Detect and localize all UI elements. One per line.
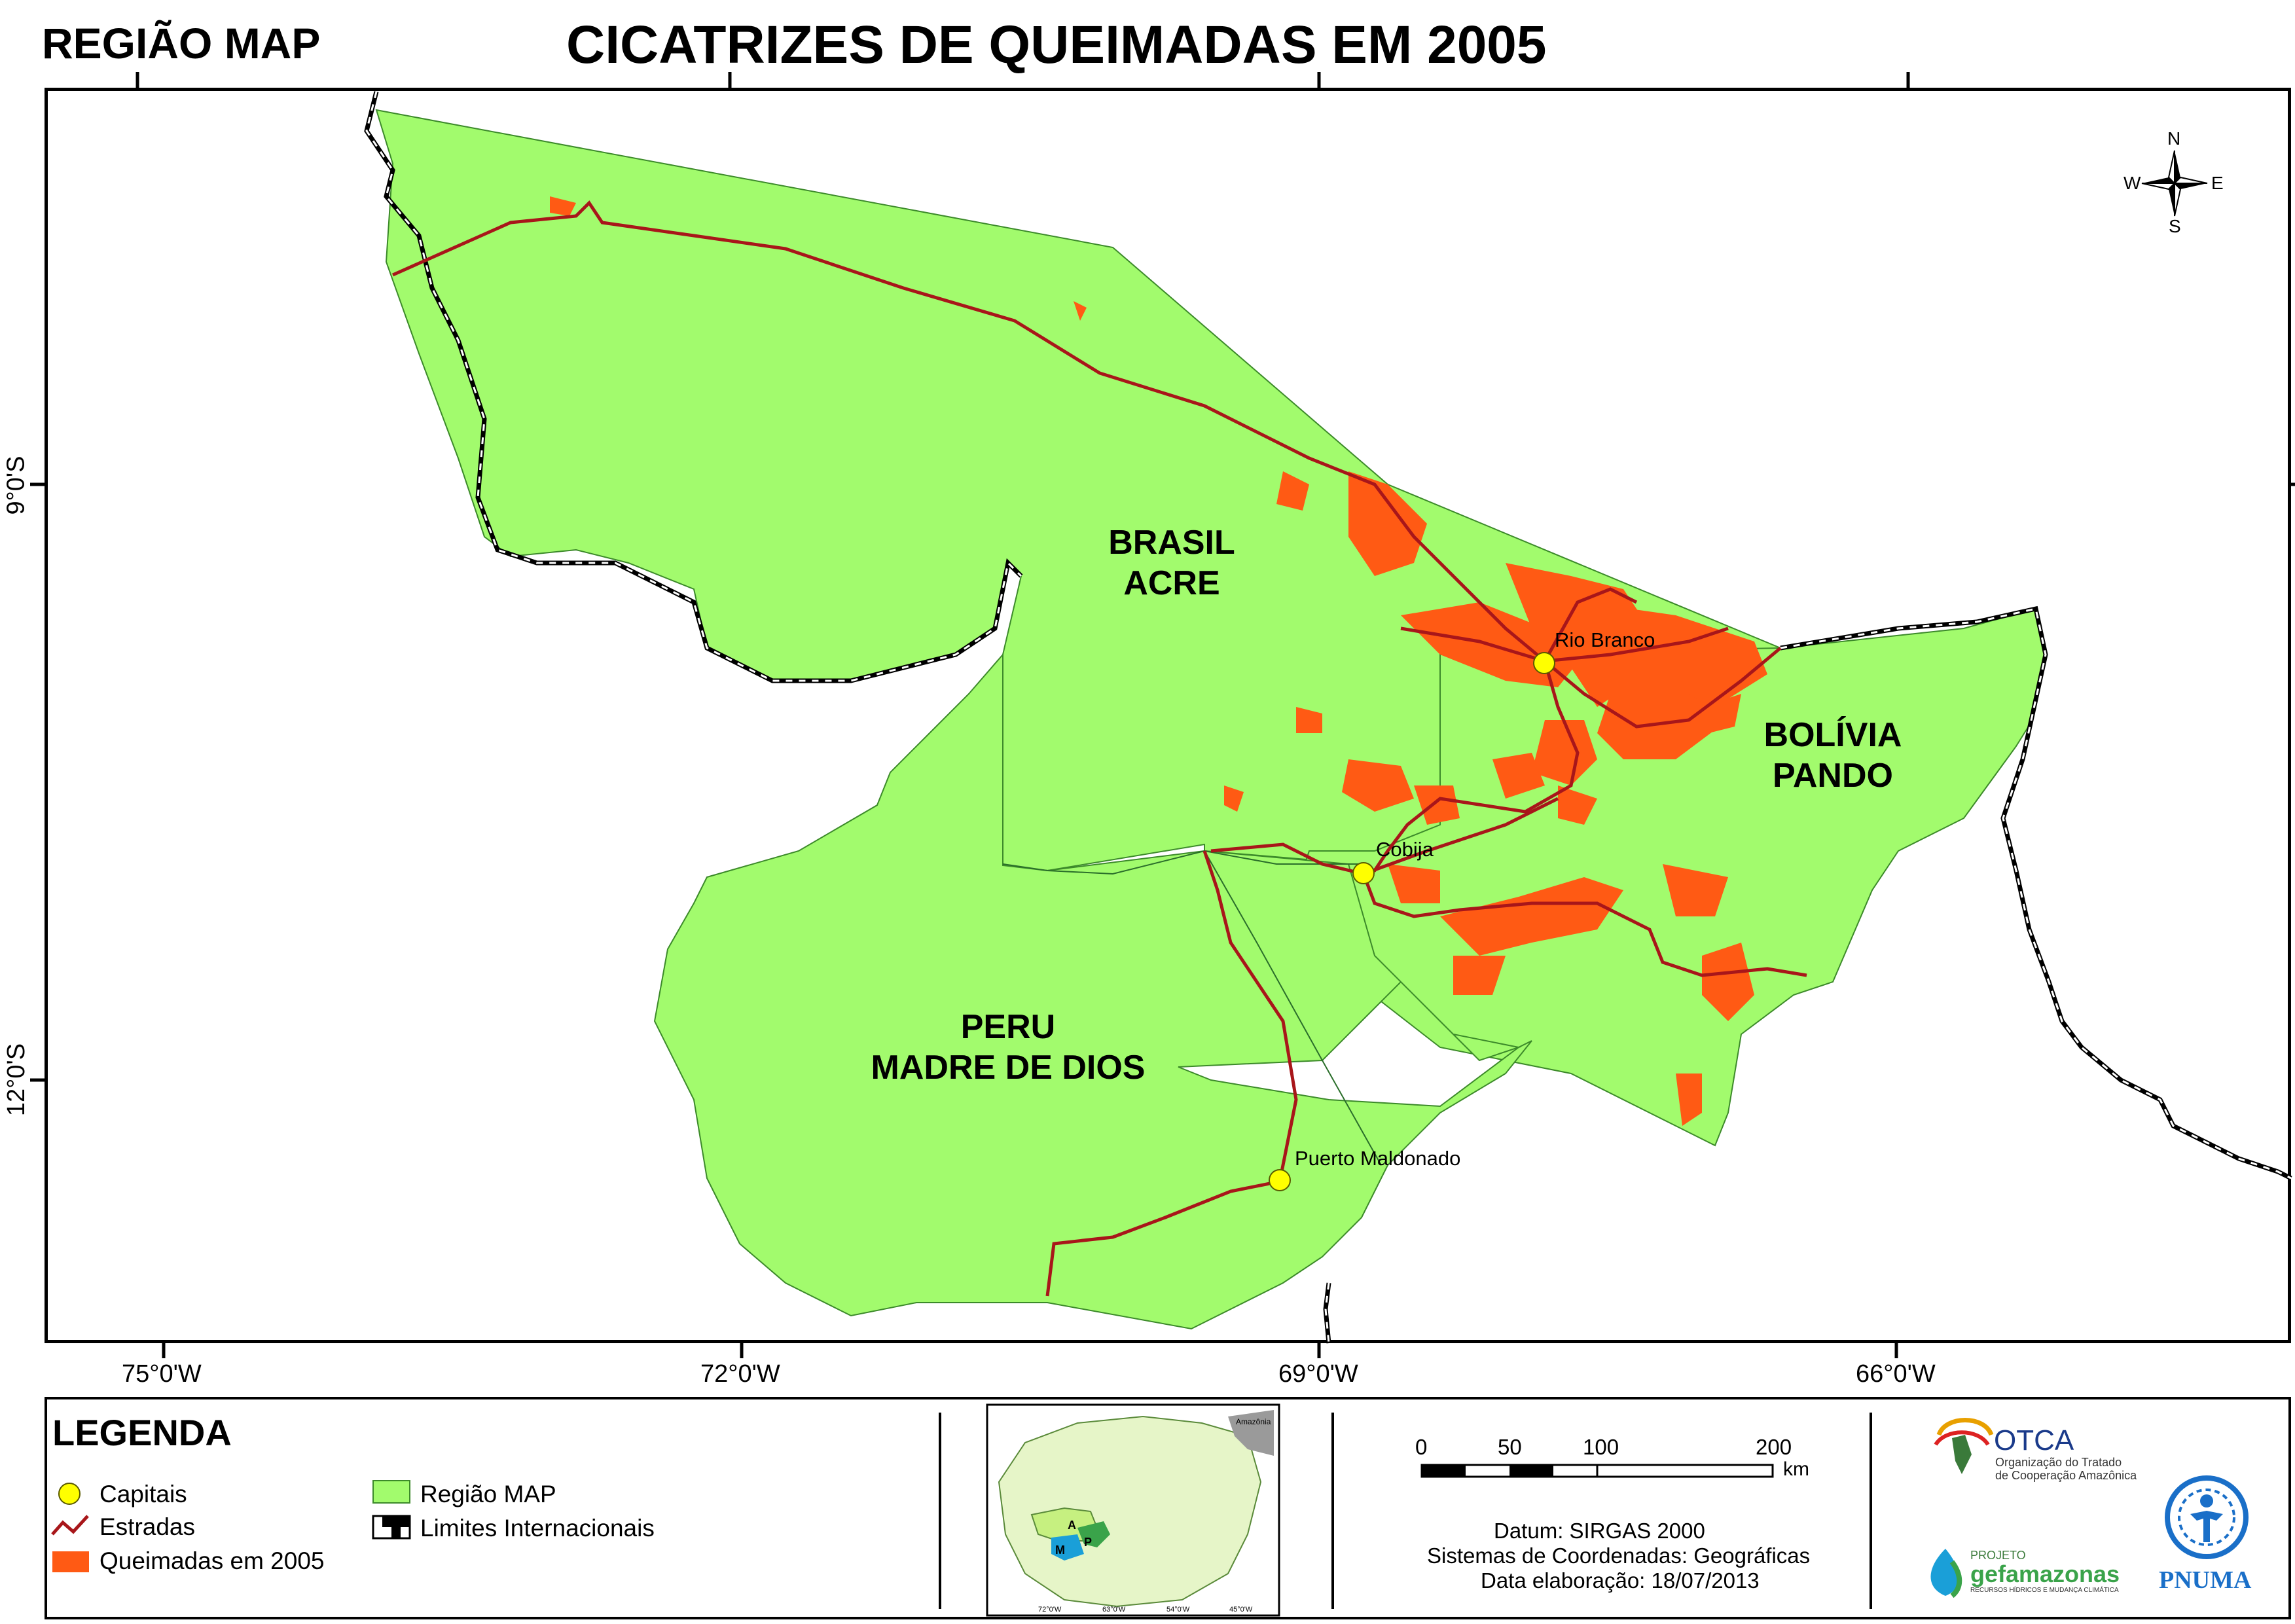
lon-label-72: 72°0'W bbox=[700, 1360, 780, 1388]
capital-legend-icon bbox=[58, 1483, 81, 1505]
map-subtitle: REGIÃO MAP bbox=[42, 19, 321, 67]
capitais-layer bbox=[1269, 652, 1555, 1191]
region-legend-icon bbox=[372, 1480, 410, 1504]
legend-title: LEGENDA bbox=[52, 1412, 232, 1453]
legend-queimadas: Queimadas em 2005 bbox=[99, 1547, 325, 1574]
inset-map: Amazônia A M P 72°0'W 63°0'W 54°0'W 45°0… bbox=[986, 1403, 1280, 1617]
label-brasil-acre: BRASIL ACRE bbox=[1108, 524, 1235, 602]
legend-capitais: Capitais bbox=[99, 1481, 187, 1507]
otca-sub1: Organização do Tratado bbox=[1995, 1456, 2122, 1469]
lon-label-69: 69°0'W bbox=[1278, 1360, 1358, 1388]
label-cobija: Cobija bbox=[1376, 838, 1434, 861]
lon-label-66: 66°0'W bbox=[1856, 1360, 1936, 1388]
burn-legend-icon bbox=[52, 1551, 89, 1572]
gef-sub: RECURSOS HÍDRICOS E MUDANÇA CLIMÁTICA bbox=[1970, 1587, 2119, 1594]
svg-text:A: A bbox=[1068, 1519, 1076, 1532]
road-legend-icon bbox=[51, 1515, 89, 1536]
svg-text:54°0'W: 54°0'W bbox=[1166, 1606, 1190, 1614]
legend-symbols bbox=[51, 1483, 89, 1572]
svg-text:63°0'W: 63°0'W bbox=[1102, 1606, 1126, 1614]
lon-label-75: 75°0'W bbox=[122, 1360, 202, 1388]
scale-200: 200 bbox=[1756, 1435, 1792, 1459]
map-frame bbox=[45, 88, 2291, 1343]
svg-text:72°0'W: 72°0'W bbox=[1038, 1606, 1062, 1614]
lat-label-9: 9°0'S bbox=[2, 456, 30, 515]
madre-de-dios-region bbox=[653, 653, 1532, 1330]
amazonia-area bbox=[998, 1415, 1262, 1608]
otca-logo-icon bbox=[1934, 1418, 1994, 1474]
internal-boundaries bbox=[1002, 850, 1382, 1166]
scale-100: 100 bbox=[1583, 1435, 1619, 1459]
inset-atlas bbox=[1228, 1410, 1274, 1456]
data-text: Data elaboração: 18/07/2013 bbox=[1481, 1568, 1760, 1593]
scale-bar bbox=[1420, 1464, 1774, 1478]
inset-madre bbox=[1051, 1534, 1084, 1561]
rio-branco-marker bbox=[1533, 652, 1555, 674]
compass-e: E bbox=[2211, 173, 2224, 193]
datum-text: Datum: SIRGAS 2000 bbox=[1494, 1519, 1705, 1543]
divider bbox=[939, 1413, 941, 1609]
legend-regiao: Região MAP bbox=[420, 1481, 556, 1507]
otca-name: OTCA bbox=[1994, 1424, 2074, 1456]
sistema-text: Sistemas de Coordenadas: Geográficas bbox=[1427, 1543, 1811, 1568]
puerto-maldonado-marker bbox=[1269, 1169, 1291, 1191]
label-peru-madre-de-dios: PERU MADRE DE DIOS bbox=[871, 1008, 1146, 1087]
pnuma-text: PNUMA bbox=[2159, 1566, 2252, 1594]
legend-symbols-2 bbox=[372, 1480, 411, 1540]
divider bbox=[1870, 1413, 1872, 1609]
label-puerto-maldonado: Puerto Maldonado bbox=[1295, 1147, 1461, 1170]
gef-logo-icon bbox=[1930, 1549, 1962, 1598]
estradas-layer bbox=[391, 200, 1807, 1297]
scale-unit: km bbox=[1783, 1458, 1809, 1480]
pnuma-logo-icon bbox=[2165, 1475, 2249, 1559]
gef-pre: PROJETO bbox=[1970, 1549, 2026, 1562]
gef-name: gefamazonas bbox=[1970, 1561, 2120, 1587]
label-rio-branco: Rio Branco bbox=[1555, 628, 1655, 651]
legend-limites: Limites Internacionais bbox=[420, 1515, 655, 1542]
cobija-marker bbox=[1352, 862, 1375, 884]
compass-s: S bbox=[2169, 216, 2181, 236]
scale-0: 0 bbox=[1415, 1435, 1428, 1459]
compass-n: N bbox=[2167, 128, 2181, 149]
svg-text:M: M bbox=[1055, 1543, 1065, 1557]
legend-panel bbox=[45, 1397, 2291, 1619]
inset-label: Amazônia bbox=[1236, 1417, 1271, 1426]
scale-50: 50 bbox=[1498, 1435, 1522, 1459]
legend-estradas: Estradas bbox=[99, 1513, 196, 1540]
map-title: CICATRIZES DE QUEIMADAS EM 2005 bbox=[566, 15, 1547, 75]
svg-text:45°0'W: 45°0'W bbox=[1229, 1606, 1253, 1614]
divider bbox=[1331, 1413, 1334, 1609]
inset-pando bbox=[1077, 1521, 1110, 1547]
compass-rose-icon bbox=[2141, 150, 2208, 217]
compass-w: W bbox=[2123, 173, 2141, 193]
graticule-ticks bbox=[30, 72, 2295, 1358]
international-limits bbox=[364, 91, 2292, 1344]
label-bolivia-pando: BOLÍVIA PANDO bbox=[1763, 716, 1902, 795]
lat-label-12: 12°0'S bbox=[3, 1043, 31, 1117]
svg-text:P: P bbox=[1084, 1536, 1092, 1549]
otca-sub2: de Cooperação Amazônica bbox=[1995, 1469, 2137, 1482]
